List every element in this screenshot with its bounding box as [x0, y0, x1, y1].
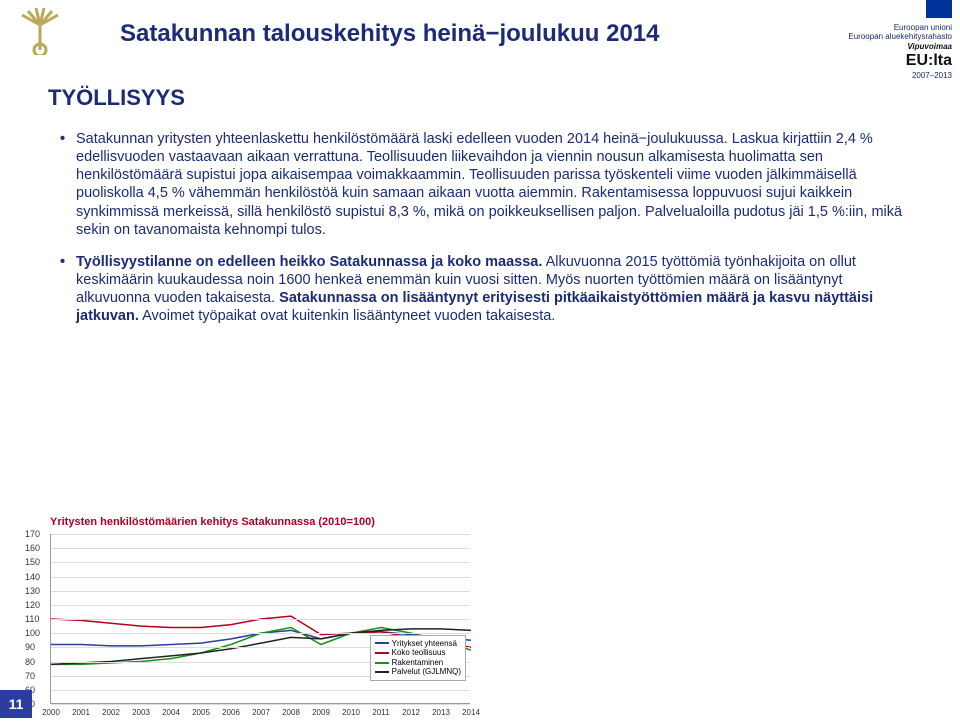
y-tick-label: 90 — [25, 642, 35, 652]
bullet-item: • Työllisyystilanne on edelleen heikko S… — [60, 253, 920, 326]
eu-text-3: Vipuvoimaa — [822, 42, 952, 52]
legend-swatch — [375, 662, 389, 664]
page-title: Satakunnan talouskehitys heinä−joulukuu … — [120, 20, 660, 48]
x-tick-label: 2008 — [282, 708, 300, 717]
legend-label: Koko teollisuus — [392, 648, 446, 658]
eu-logo-block: Euroopan unioni Euroopan aluekehitysraha… — [822, 0, 952, 80]
x-tick-label: 2012 — [402, 708, 420, 717]
section-subtitle: TYÖLLISYYS — [48, 85, 185, 111]
legend-swatch — [375, 642, 389, 644]
eu-text-2: Euroopan aluekehitysrahasto — [822, 32, 952, 42]
y-tick-label: 170 — [25, 529, 40, 539]
x-tick-label: 2005 — [192, 708, 210, 717]
bullet-text: Työllisyystilanne on edelleen heikko Sat… — [76, 253, 920, 326]
legend-label: Rakentaminen — [392, 658, 444, 668]
bullet-dot: • — [60, 253, 76, 326]
y-tick-label: 80 — [25, 657, 35, 667]
bullet-list: • Satakunnan yritysten yhteenlaskettu he… — [60, 130, 920, 339]
x-tick-label: 2001 — [72, 708, 90, 717]
y-tick-label: 100 — [25, 628, 40, 638]
x-tick-label: 2006 — [222, 708, 240, 717]
org-logo-left — [0, 0, 80, 60]
x-tick-label: 2004 — [162, 708, 180, 717]
legend-label: Yritykset yhteensä — [392, 639, 457, 649]
x-tick-label: 2014 — [462, 708, 480, 717]
y-tick-label: 120 — [25, 600, 40, 610]
y-tick-label: 150 — [25, 557, 40, 567]
y-tick-label: 70 — [25, 671, 35, 681]
x-tick-label: 2009 — [312, 708, 330, 717]
eu-text-5: 2007–2013 — [822, 71, 952, 81]
x-tick-label: 2011 — [372, 708, 389, 717]
y-tick-label: 130 — [25, 586, 40, 596]
x-tick-label: 2000 — [42, 708, 60, 717]
y-tick-label: 110 — [25, 614, 39, 624]
x-tick-label: 2007 — [252, 708, 270, 717]
chart-title: Yritysten henkilöstömäärien kehitys Sata… — [50, 516, 480, 528]
bullet-item: • Satakunnan yritysten yhteenlaskettu he… — [60, 130, 920, 239]
x-tick-label: 2003 — [132, 708, 150, 717]
x-tick-label: 2010 — [342, 708, 360, 717]
eu-flag-icon — [926, 0, 952, 18]
legend-swatch — [375, 652, 389, 654]
bullet-text: Satakunnan yritysten yhteenlaskettu henk… — [76, 130, 920, 239]
legend-swatch — [375, 671, 389, 673]
y-tick-label: 160 — [25, 543, 40, 553]
eu-text-4: EU:lta — [822, 51, 952, 70]
line-chart: 5060708090100110120130140150160170200020… — [50, 534, 470, 704]
chart-container: Yritysten henkilöstömäärien kehitys Sata… — [50, 516, 480, 716]
legend-label: Palvelut (GJLMNQ) — [392, 667, 461, 677]
page-number-badge: 11 — [0, 690, 32, 718]
bullet-dot: • — [60, 130, 76, 239]
x-tick-label: 2013 — [432, 708, 450, 717]
x-tick-label: 2002 — [102, 708, 120, 717]
y-tick-label: 140 — [25, 572, 40, 582]
eu-text-1: Euroopan unioni — [822, 23, 952, 33]
chart-legend: Yritykset yhteensäKoko teollisuusRakenta… — [370, 635, 466, 681]
